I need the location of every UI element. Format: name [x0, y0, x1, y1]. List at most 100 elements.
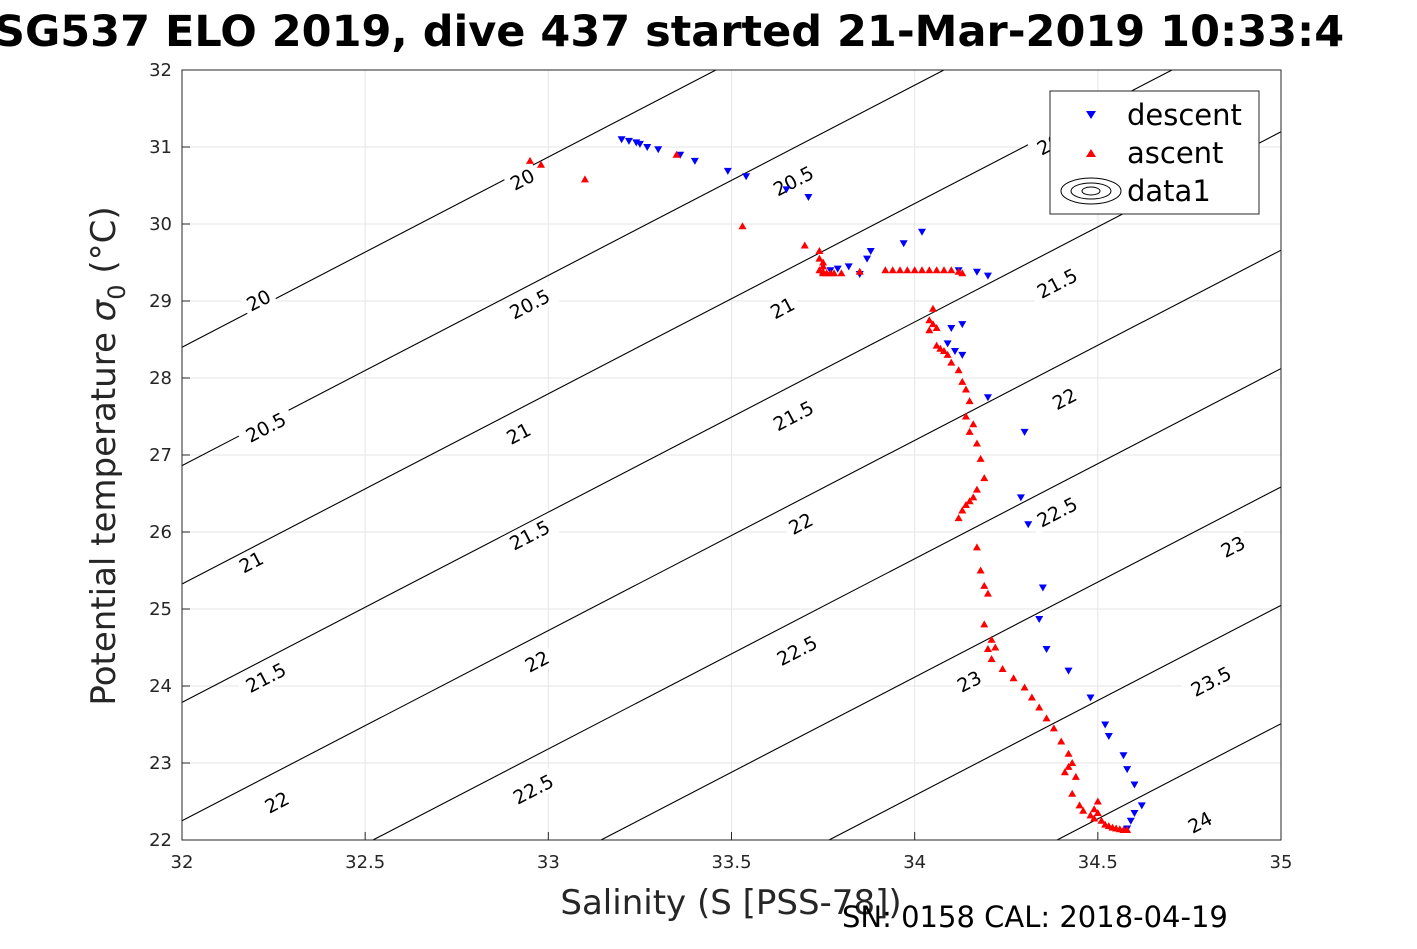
- x-tick-label: 33.5: [711, 852, 751, 873]
- ascent-point: [1090, 805, 1099, 813]
- density-contour-line: [828, 604, 1282, 841]
- ascent-point: [965, 397, 974, 405]
- ascent-point: [819, 262, 828, 270]
- ascent-point: [980, 581, 989, 589]
- contour-label-text: 22.5: [510, 770, 558, 809]
- descent-point: [635, 140, 644, 148]
- contour-label: 21: [499, 416, 538, 451]
- y-axis-label-sigma: σ: [84, 298, 124, 321]
- descent-point: [643, 144, 652, 151]
- ascent-point: [928, 304, 937, 312]
- contour-label-background: [1213, 529, 1253, 564]
- data-series: [526, 136, 1146, 833]
- contour-label: 20.5: [235, 404, 296, 450]
- ascent-point: [987, 635, 996, 643]
- y-tick-label: 22: [149, 830, 172, 851]
- contour-label-text: 21.5: [242, 659, 290, 698]
- contour-label: 21: [231, 544, 271, 580]
- descent-point: [782, 186, 791, 194]
- ascent-point: [888, 266, 897, 274]
- series-ascent: [526, 150, 1132, 833]
- density-contour-line: [600, 486, 1282, 841]
- density-contour-line: [181, 249, 1282, 822]
- descent-point: [1086, 694, 1095, 702]
- descent-point: [624, 137, 633, 145]
- ascent-point: [1064, 749, 1073, 757]
- ascent-point: [830, 269, 839, 277]
- contour-label: 22.5: [767, 627, 827, 674]
- contour-label-background: [235, 404, 296, 450]
- contour-label-background: [781, 506, 820, 541]
- series-descent: [617, 136, 1146, 833]
- descent-point: [1126, 817, 1135, 825]
- ascent-point: [954, 366, 963, 374]
- ascent-point: [1035, 703, 1044, 711]
- ascent-point: [954, 514, 963, 522]
- ascent-point: [881, 266, 890, 274]
- ascent-point: [1060, 768, 1069, 776]
- descent-point: [899, 240, 908, 248]
- x-tick-label: 35: [1270, 852, 1293, 873]
- ascent-point: [1090, 814, 1099, 822]
- y-axis-label-unit: (°C): [84, 206, 124, 284]
- descent-point: [1035, 616, 1044, 624]
- legend-descent-marker: [1086, 111, 1096, 119]
- contour-label: 20: [502, 162, 542, 197]
- descent-point: [617, 136, 626, 144]
- ascent-point: [983, 645, 992, 653]
- contour-label-background: [1027, 260, 1087, 306]
- descent-point: [1024, 521, 1033, 529]
- contour-label-background: [499, 281, 560, 327]
- contour-label-background: [1180, 805, 1220, 840]
- ascent-point: [932, 341, 941, 349]
- contour-label: 23: [1213, 529, 1253, 564]
- contour-label: 23.5: [1181, 658, 1241, 704]
- ascent-point: [987, 655, 996, 663]
- ascent-point: [976, 454, 985, 462]
- ascent-point: [965, 497, 974, 505]
- ascent-point: [961, 412, 970, 420]
- y-axis-ticks: 22 23 24 25 26 27 28 29 30 31 32: [149, 60, 190, 851]
- descent-point: [983, 272, 992, 280]
- legend-data1-label: data1: [1127, 174, 1211, 208]
- ascent-point: [1020, 683, 1029, 691]
- footer-serial-cal: SN: 0158 CAL: 2018-04-19: [842, 900, 1228, 934]
- ascent-point: [1068, 789, 1077, 797]
- descent-point: [958, 351, 967, 359]
- ascent-point: [958, 269, 967, 277]
- x-tick-label: 33: [537, 852, 560, 873]
- ascent-point: [991, 643, 1000, 651]
- descent-point: [1038, 584, 1047, 592]
- descent-point: [943, 340, 952, 348]
- ascent-point: [1071, 772, 1080, 780]
- descent-point: [844, 263, 853, 271]
- descent-point: [1137, 802, 1146, 810]
- ascent-point: [1057, 737, 1066, 745]
- ascent-point: [1086, 811, 1095, 819]
- descent-point: [947, 324, 956, 332]
- ascent-point: [1027, 693, 1036, 701]
- ascent-point: [1097, 816, 1106, 824]
- density-contour-line: [181, 69, 945, 467]
- contour-label-background: [763, 392, 824, 439]
- contour-label: 24: [1180, 805, 1220, 840]
- contour-label: 22: [257, 785, 297, 820]
- descent-point: [804, 194, 813, 202]
- ascent-point: [1079, 806, 1088, 814]
- x-tick-label: 34: [903, 852, 926, 873]
- y-tick-label: 26: [149, 522, 172, 543]
- y-tick-label: 27: [149, 445, 172, 466]
- ascent-point: [800, 241, 809, 249]
- contour-label: 22: [781, 506, 820, 541]
- ascent-point: [1049, 724, 1058, 732]
- contour-label: 20.5: [499, 281, 560, 327]
- ascent-point: [910, 266, 919, 274]
- contour-label: 20.5: [763, 158, 824, 204]
- descent-point: [863, 255, 872, 263]
- contour-label: 22: [1045, 381, 1084, 416]
- ascent-point: [1009, 674, 1018, 682]
- ascent-point: [855, 267, 864, 275]
- descent-point: [1123, 766, 1132, 774]
- descent-point: [742, 173, 751, 181]
